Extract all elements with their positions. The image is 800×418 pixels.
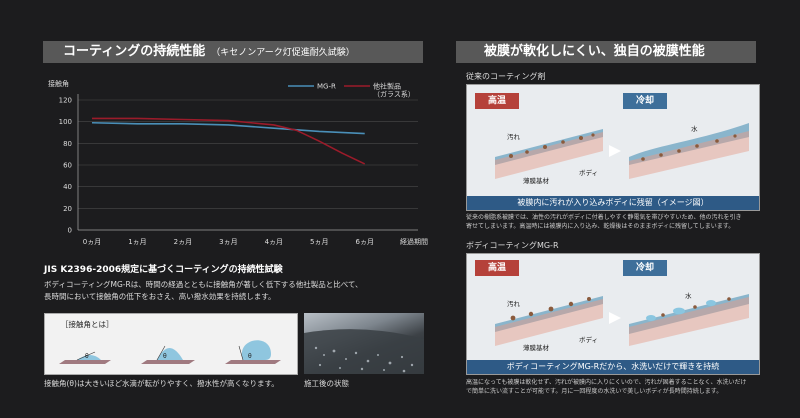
conventional-water-label: 水 (691, 125, 698, 133)
legend-label-0: MG-R (317, 83, 336, 91)
y-axis-label: 接触角 (48, 79, 69, 88)
jis-line-1: ボディコーティングMG-Rは、時間の経過とともに接触角が著しく低下する他社製品と… (44, 280, 363, 289)
arrow-right-icon (609, 145, 621, 157)
x-axis-label: 経過期間 (400, 237, 428, 246)
theta-label-1: θ (85, 353, 89, 360)
left-section-header: コーティングの持続性能 （キセノンアーク灯促進耐久試験） (43, 41, 423, 63)
y-tick-label: 120 (59, 97, 72, 105)
contact-angle-note: 接触角(θ)は大きいほど水滴が転がりやすく、撥水性が高くなります。 (44, 379, 279, 388)
car-photo (304, 313, 424, 374)
x-tick-label: 4ヵ月 (265, 238, 283, 246)
mgr-note-line-1: 高温になっても被膜は軟化せず、汚れが被膜内に入りにくいので、汚れが固着することな… (466, 379, 747, 386)
droplet-medium-angle: θ (141, 345, 195, 364)
droplet-small-angle: θ (59, 351, 111, 364)
conventional-dirt-label: 汚れ (507, 133, 520, 141)
contact-angle-box: ［接触角とは］ θ θ θ (44, 313, 298, 375)
y-tick-label: 20 (63, 205, 72, 213)
left-section-subtitle: （キセノンアーク灯促進耐久試験） (211, 48, 355, 58)
y-tick-label: 100 (59, 118, 72, 126)
conventional-caption: 被膜内に汚れが入り込みボディに残留（イメージ図） (467, 196, 759, 210)
mgr-body-label: ボディ (579, 336, 599, 344)
theta-label-3: θ (248, 353, 252, 360)
x-tick-label: 5ヵ月 (310, 238, 328, 246)
mgr-base-label: 薄膜基材 (523, 344, 549, 352)
arrow-right-icon (609, 312, 621, 324)
mgr-water-label: 水 (685, 292, 692, 300)
legend-label-1: 他社製品 (373, 82, 401, 91)
mgr-high-temp-tag: 高温 (475, 260, 519, 276)
x-tick-label: 1ヵ月 (128, 238, 146, 246)
droplet-large-angle: θ (225, 340, 281, 364)
left-section-title: コーティングの持続性能 (63, 44, 206, 59)
conventional-cool-tag: 冷却 (623, 93, 667, 109)
y-tick-label: 0 (68, 227, 72, 235)
contact-angle-title: ［接触角とは］ (61, 320, 114, 329)
contact-angle-diagram: θ θ θ (59, 340, 281, 364)
mgr-note: 高温になっても被膜は軟化せず、汚れが被膜内に入りにくいので、汚れが固着することな… (466, 378, 766, 396)
jis-description: JIS K2396-2006規定に基づくコーティングの持続性試験 ボディコーティ… (44, 262, 424, 303)
mgr-layer-diagram (495, 294, 749, 346)
conventional-label: 従来のコーティング剤 (466, 72, 546, 81)
mgr-panel: 高温 冷却 汚れ 薄膜基材 ボディ 水 ボディコーティングMG-Rだから、水洗い… (466, 253, 760, 375)
y-tick-label: 80 (63, 140, 72, 148)
mgr-dirt-label: 汚れ (507, 300, 520, 308)
legend-label-1: （ガラス系） (373, 90, 415, 99)
x-tick-label: 2ヵ月 (174, 238, 192, 246)
theta-label-2: θ (163, 353, 167, 360)
conventional-high-temp-tag: 高温 (475, 93, 519, 109)
jis-title: JIS K2396-2006規定に基づくコーティングの持続性試験 (44, 265, 283, 275)
conventional-panel: 高温 冷却 汚れ 薄膜基材 ボディ 水 被膜内に汚れが入り込みボディに残留（イメ… (466, 84, 760, 211)
mgr-caption: ボディコーティングMG-Rだから、水洗いだけで輝きを持続 (467, 360, 759, 374)
mgr-label: ボディコーティングMG-R (466, 241, 559, 250)
series-line-1 (92, 117, 366, 165)
x-tick-label: 0ヵ月 (83, 238, 101, 246)
conventional-layer-diagram (495, 123, 749, 179)
right-section-header: 被膜が軟化しにくい、独自の被膜性能 (456, 41, 756, 63)
x-tick-label: 6ヵ月 (355, 238, 373, 246)
mgr-note-line-2: で簡単に洗い流すことが可能です。月に一回程度の水洗いで美しいボディが長時間持続し… (466, 388, 723, 395)
conventional-note-line-2: 寄せてしまいます。高温時には被膜内に入り込み、乾燥後はそのままボディに残留してし… (466, 223, 735, 230)
conventional-note-line-1: 従来の樹脂系被膜では、油性の汚れがボディに付着しやすく静電気を帯びやすいため、他… (466, 214, 742, 221)
durability-line-chart: 接触角 120 100 80 60 40 20 0 0ヵ月 1ヵ月 2ヵ月 3ヵ月 4ヵ月 5ヵ月 6ヵ月 経… (48, 79, 428, 246)
y-tick-label: 40 (63, 183, 72, 191)
right-section-title: 被膜が軟化しにくい、独自の被膜性能 (484, 44, 705, 59)
conventional-base-label: 薄膜基材 (523, 177, 549, 185)
x-tick-label: 3ヵ月 (219, 238, 237, 246)
water-beads-illustration (304, 329, 424, 374)
mgr-cool-tag: 冷却 (623, 260, 667, 276)
series-line-0 (91, 121, 365, 135)
conventional-body-label: ボディ (579, 169, 599, 177)
y-tick-label: 60 (63, 162, 72, 170)
photo-caption: 施工後の状態 (304, 379, 349, 388)
conventional-note: 従来の樹脂系被膜では、油性の汚れがボディに付着しやすく静電気を帯びやすいため、他… (466, 213, 766, 231)
jis-line-2: 長時間において接触角の低下をおさえ、高い撥水効果を持続します。 (44, 292, 276, 301)
